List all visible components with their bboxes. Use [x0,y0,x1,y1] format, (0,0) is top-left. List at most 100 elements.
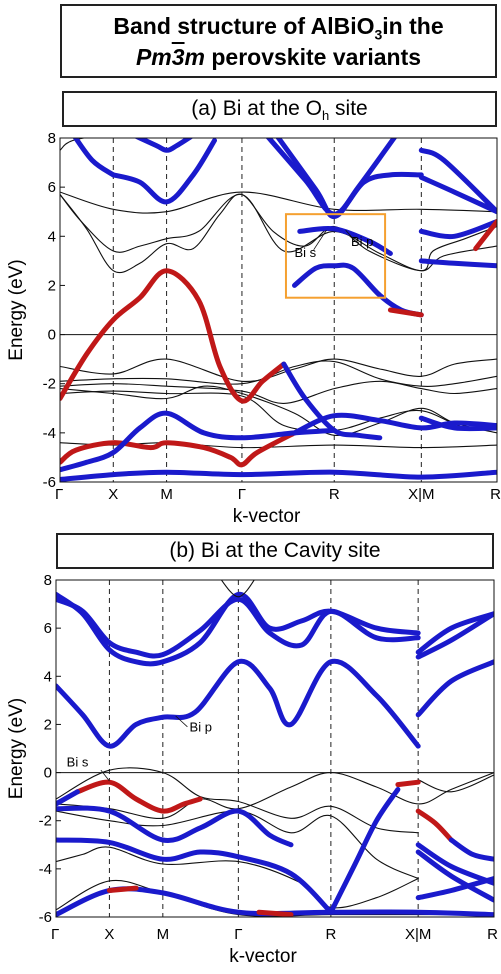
bi-p-band [448,837,494,862]
bi-p-band [415,849,494,903]
band-line [56,772,494,819]
bi-p-band [418,415,497,432]
y-tick-label: 8 [44,572,52,589]
bi-s-band [395,779,421,788]
panel-a-label-sub: h [321,108,330,124]
figure-title-line-1: Band structure of AlBiO3in the [62,13,495,49]
x-axis-title: k-vector [229,946,297,967]
bi-s-band [473,219,497,252]
y-tick-label: -6 [39,909,52,926]
bi-p-band [56,596,421,659]
title-line2-suffix: perovskite variants [204,44,422,70]
band-annotation: Bi p [190,720,212,735]
band-line [56,810,419,880]
band-annotation: Bi s [294,245,316,260]
y-tick-label: -6 [43,474,56,491]
bi-p-band [56,658,421,749]
annotation-leader [100,769,110,782]
bi-p-band [418,219,497,240]
bi-s-band [387,307,424,318]
bi-s-band [106,885,139,893]
bi-p-band [415,611,494,655]
y-tick-label: 0 [48,327,56,344]
bi-s-band [60,430,297,468]
annotation-leader [175,715,188,728]
panel-b-label-prefix: (b) Bi at the Cavity site [169,539,381,562]
bi-s-band [60,268,287,404]
x-tick-label: R [329,486,340,503]
title-subscript: 3 [374,26,383,43]
y-axis-title: Energy (eV) [6,698,27,799]
x-tick-label: X [104,926,114,943]
bi-p-band [56,789,80,807]
bi-p-band [415,611,494,660]
bi-p-band [275,138,398,220]
x-tick-label: Γ [234,926,242,943]
bi-p-band [72,138,116,178]
y-tick-label: -2 [39,813,52,830]
bi-p-band [56,886,494,917]
band-line [417,774,494,793]
space-group-text: Pm3m [135,44,205,70]
y-axis-title: Energy (eV) [6,259,27,360]
band-line [60,191,497,214]
highlight-box [284,213,387,299]
y-tick-label: 6 [48,179,56,196]
plot-area [56,580,494,917]
band-annotation: Bi s [67,755,89,770]
bi-p-band [418,147,497,215]
bi-p-band [60,469,497,482]
title-prefix: Band structure of AlBiO [113,13,375,39]
bi-p-band [133,138,194,153]
bi-p-band [56,837,334,915]
space-group: Pm3m [136,44,205,70]
band-line [60,138,87,151]
figure-title-box: Band structure of AlBiO3in the Pm3m pero… [60,4,497,78]
bi-p-band [297,226,393,256]
y-tick-label: -2 [43,376,56,393]
bi-s-band [74,779,203,814]
plot-frame [59,137,498,483]
band-line [56,767,419,834]
y-tick-label: -4 [39,861,52,878]
bi-p-band [110,138,217,205]
y-tick-label: 2 [44,716,52,733]
x-tick-label: Γ [51,926,59,943]
annotation-leader [313,229,327,251]
title-suffix: in the [382,13,444,39]
bi-p-band [418,258,497,269]
y-tick-label: 8 [48,130,56,147]
panel-a-label-prefix: (a) Bi at the O [191,97,322,120]
x-tick-label: X [108,486,118,503]
bi-p-band [415,659,494,718]
band-line [220,580,255,598]
x-tick-label: Γ [238,486,246,503]
bi-p-band [418,174,497,215]
panel-b-label: (b) Bi at the Cavity site [56,533,494,569]
annotation-leader [345,229,357,243]
panel-a-label: (a) Bi at the Oh site [62,91,497,127]
bi-p-band [60,410,337,473]
bi-p-band [265,138,424,217]
plot-frame [55,579,495,918]
plot-area [60,138,497,482]
panel-b-plot: -6 -4 -2 0 2 4 6 8 Γ X M Γ R X|M Rk-vector Energy (eV) B… [6,572,498,967]
x-tick-label: R [487,926,498,943]
bi-s-band [415,808,454,843]
bi-p-band [56,805,294,848]
y-tick-label: 4 [44,668,52,685]
y-tick-label: 0 [44,765,52,782]
x-tick-label: M [157,926,170,943]
band-annotation: Bi p [351,234,373,249]
x-tick-label: Γ [55,486,63,503]
panel-a-label-suffix: site [329,97,368,120]
band-line [60,380,497,404]
y-tick-label: 6 [44,620,52,637]
bi-p-band [415,876,494,901]
x-tick-label: R [490,486,501,503]
band-line [56,846,419,909]
x-tick-label: M [160,486,173,503]
y-tick-label: 2 [48,277,56,294]
x-tick-label: X|M [405,926,431,943]
